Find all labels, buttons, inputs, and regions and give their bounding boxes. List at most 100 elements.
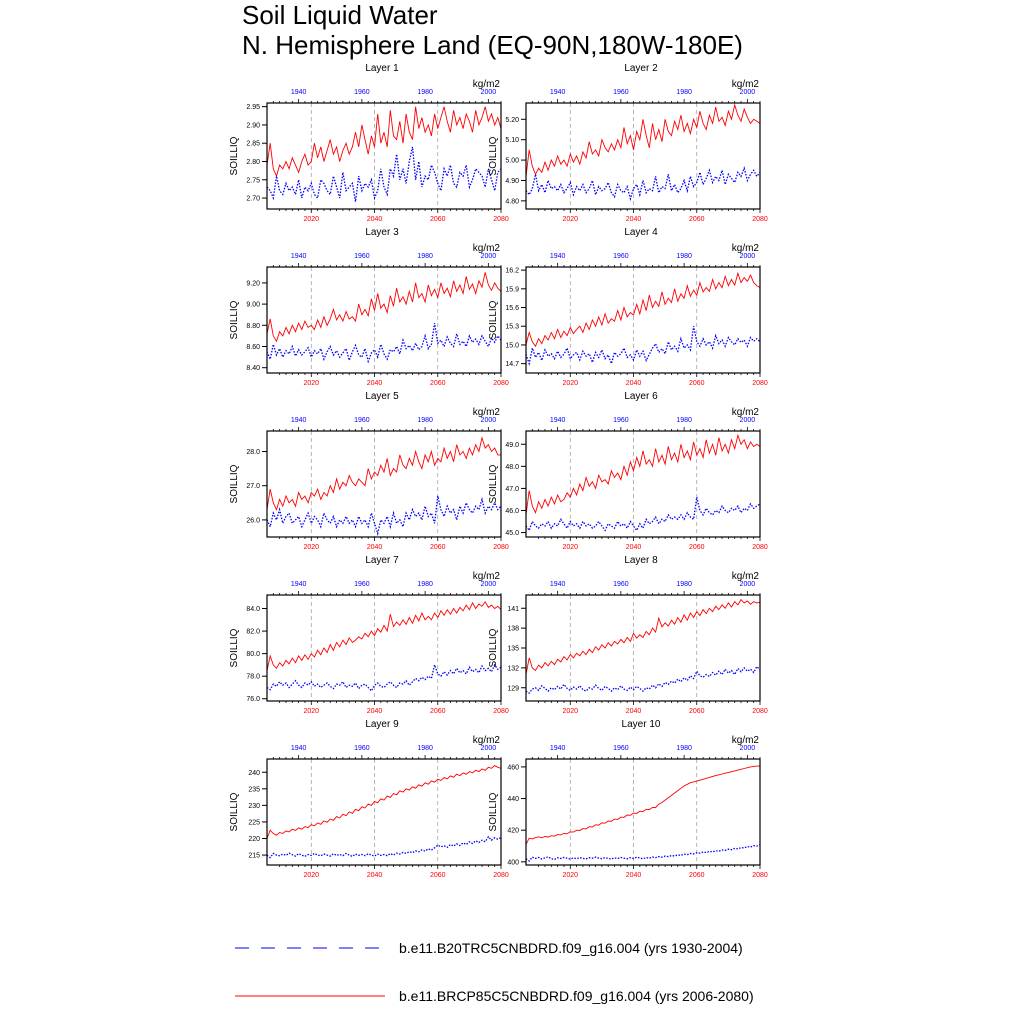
future-series-line (266, 765, 502, 839)
x-bottom-tick-label: 2040 (626, 380, 642, 387)
chart-panel-layer-7: Layer 7 kg/m2 76.0 78.0 80.0 82.0 84.0 SOILLIQ 2… (229, 555, 509, 715)
units-label: kg/m2 (732, 571, 760, 582)
y-tick-label: 46.0 (505, 508, 519, 515)
x-top-tick-label: 1980 (676, 253, 692, 260)
x-bottom-tick-label: 2080 (493, 380, 509, 387)
future-series-line (266, 106, 502, 178)
legend-historical-label: b.e11.B20TRC5CNBDRD.f09_g16.004 (yrs 193… (399, 940, 743, 956)
historical-series-line (525, 166, 761, 202)
y-tick-label: 135 (507, 646, 519, 653)
units-label: kg/m2 (473, 407, 501, 418)
plot-frame (525, 594, 761, 702)
x-top-tick-label: 1960 (613, 745, 629, 752)
y-tick-label: 5.20 (505, 117, 519, 124)
y-tick-label: 15.6 (505, 305, 519, 312)
x-top-tick-label: 2000 (740, 581, 756, 588)
future-series-line (525, 103, 761, 177)
y-tick-label: 440 (507, 796, 519, 803)
x-bottom-tick-label: 2020 (303, 216, 319, 223)
chart-panel-layer-6: Layer 6 kg/m2 45.0 46.0 47.0 48.0 49.0 SOILLIQ 2… (488, 391, 768, 551)
x-bottom-tick-label: 2040 (626, 708, 642, 715)
x-top-tick-label: 1940 (550, 417, 566, 424)
x-top-tick-label: 2000 (740, 253, 756, 260)
y-tick-label: 138 (507, 626, 519, 633)
y-tick-label: 2.70 (246, 196, 260, 203)
x-bottom-tick-label: 2080 (752, 380, 768, 387)
future-series-line (525, 433, 761, 515)
x-bottom-tick-label: 2020 (562, 216, 578, 223)
future-series-line (525, 765, 761, 845)
x-bottom-tick-label: 2020 (303, 872, 319, 879)
figure-title: Soil Liquid Water (242, 0, 438, 30)
y-tick-label: 5.00 (505, 158, 519, 165)
x-top-tick-label: 1980 (417, 745, 433, 752)
y-tick-label: 129 (507, 685, 519, 692)
y-axis-title: SOILLIQ (229, 792, 240, 831)
chart-panel-layer-3: Layer 3 kg/m2 8.40 8.60 8.80 9.00 9.20 SOILLIQ 2… (229, 227, 509, 387)
x-top-tick-label: 1980 (417, 417, 433, 424)
y-tick-label: 49.0 (505, 442, 519, 449)
panel-title: Layer 9 (365, 719, 399, 730)
x-top-tick-label: 1980 (676, 417, 692, 424)
x-bottom-tick-label: 2080 (493, 708, 509, 715)
y-tick-label: 14.7 (505, 361, 519, 368)
y-tick-label: 5.10 (505, 137, 519, 144)
chart-panel-layer-2: Layer 2 kg/m2 4.80 4.90 5.00 5.10 5.20 SOILLIQ 2… (488, 63, 768, 223)
units-label: kg/m2 (732, 735, 760, 746)
y-tick-label: 2.85 (246, 141, 260, 148)
plot-frame (266, 430, 502, 538)
x-bottom-tick-label: 2080 (752, 544, 768, 551)
x-top-tick-label: 1980 (676, 89, 692, 96)
x-top-tick-label: 1960 (613, 253, 629, 260)
x-top-tick-label: 1940 (550, 89, 566, 96)
y-tick-label: 15.0 (505, 342, 519, 349)
chart-panel-layer-1: Layer 1 kg/m2 2.70 2.75 2.80 2.85 2.90 2.95 SOIL… (229, 63, 509, 223)
y-tick-label: 220 (248, 836, 260, 843)
x-top-tick-label: 2000 (481, 581, 497, 588)
y-tick-label: 9.20 (246, 280, 260, 287)
x-top-tick-label: 1960 (354, 745, 370, 752)
future-series-line (525, 598, 761, 675)
x-bottom-tick-label: 2060 (689, 872, 705, 879)
y-tick-label: 2.90 (246, 122, 260, 129)
y-tick-label: 225 (248, 819, 260, 826)
x-top-tick-label: 1940 (550, 745, 566, 752)
y-tick-label: 76.0 (246, 696, 260, 703)
units-label: kg/m2 (473, 79, 501, 90)
x-bottom-tick-label: 2040 (367, 216, 383, 223)
panel-title: Layer 7 (365, 555, 399, 566)
x-top-tick-label: 1960 (354, 253, 370, 260)
x-top-tick-label: 2000 (481, 417, 497, 424)
y-tick-label: 400 (507, 859, 519, 866)
x-top-tick-label: 1960 (354, 581, 370, 588)
plot-frame (266, 266, 502, 374)
units-label: kg/m2 (473, 735, 501, 746)
x-bottom-tick-label: 2040 (367, 708, 383, 715)
y-axis-title: SOILLIQ (488, 136, 499, 175)
x-bottom-tick-label: 2060 (430, 380, 446, 387)
units-label: kg/m2 (732, 407, 760, 418)
x-top-tick-label: 1940 (291, 745, 307, 752)
units-label: kg/m2 (473, 243, 501, 254)
y-axis-title: SOILLIQ (488, 792, 499, 831)
y-tick-label: 15.3 (505, 324, 519, 331)
y-tick-label: 8.40 (246, 365, 260, 372)
x-bottom-tick-label: 2060 (430, 872, 446, 879)
y-tick-label: 215 (248, 853, 260, 860)
x-top-tick-label: 1940 (291, 253, 307, 260)
x-bottom-tick-label: 2060 (689, 708, 705, 715)
historical-series-line (525, 497, 761, 532)
chart-panel-layer-8: Layer 8 kg/m2 129 132 135 138 141 SOILLIQ 2020 20… (488, 555, 768, 715)
panel-title: Layer 1 (365, 63, 399, 74)
figure-subtitle: N. Hemisphere Land (EQ-90N,180W-180E) (242, 30, 743, 60)
y-axis-title: SOILLIQ (229, 464, 240, 503)
x-top-tick-label: 1980 (417, 253, 433, 260)
historical-series-line (266, 662, 502, 692)
x-bottom-tick-label: 2060 (430, 708, 446, 715)
x-top-tick-label: 1980 (676, 581, 692, 588)
y-tick-label: 9.00 (246, 302, 260, 309)
plot-frame (266, 758, 502, 866)
historical-series-line (266, 323, 502, 364)
x-bottom-tick-label: 2080 (493, 872, 509, 879)
